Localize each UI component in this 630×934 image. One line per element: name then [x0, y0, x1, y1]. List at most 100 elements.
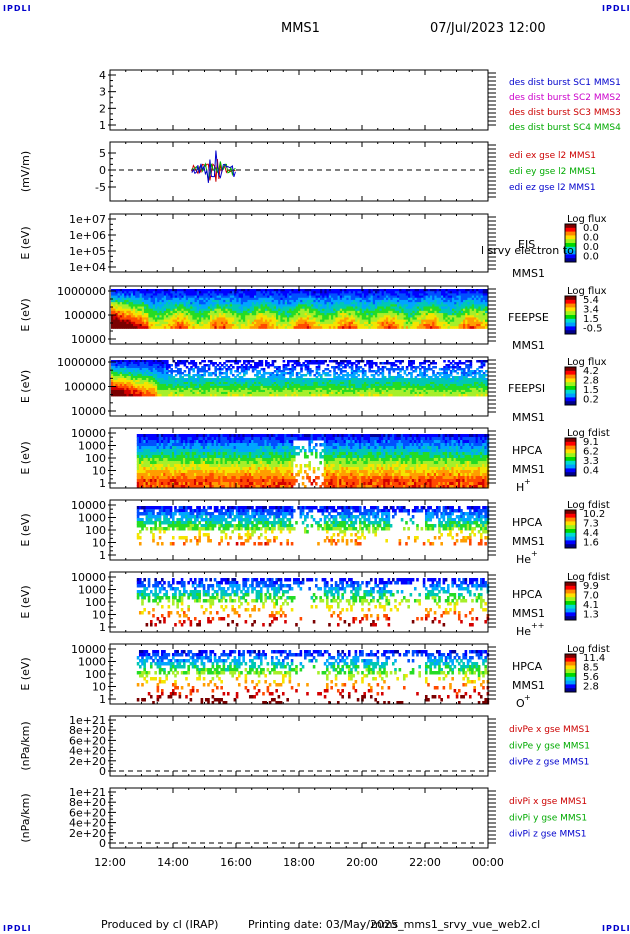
spectrogram-cell	[113, 393, 116, 397]
spectrogram-cell	[234, 381, 237, 385]
spectrogram-cell	[190, 391, 193, 395]
spectrogram-cell	[144, 387, 147, 391]
spectrogram-cell	[295, 375, 299, 379]
spectrogram-cell	[326, 297, 330, 301]
spectrogram-cell	[434, 317, 437, 321]
spectrogram-cell	[379, 321, 382, 325]
spectrogram-cell	[260, 381, 264, 385]
spectrogram-cell	[276, 373, 279, 377]
spectrogram-cell	[249, 313, 253, 316]
spectrogram-cell	[115, 391, 118, 395]
spectrogram-cell	[201, 293, 204, 297]
spectrogram-cell	[212, 363, 215, 367]
spectrogram-cell	[449, 308, 453, 312]
spectrogram-cell	[309, 371, 312, 375]
spectrogram-cell	[445, 295, 448, 299]
spectrogram-cell	[221, 297, 224, 301]
spectrogram-cell	[113, 295, 116, 299]
spectrogram-cell	[478, 297, 481, 301]
spectrogram-cell	[280, 389, 283, 393]
spectrogram-cell	[465, 299, 468, 303]
spectrogram-cell	[313, 387, 316, 391]
spectrogram-cell	[302, 383, 305, 387]
spectrogram-cell	[306, 302, 310, 305]
spectrogram-cell	[168, 293, 171, 297]
spectrogram-cell	[443, 293, 446, 297]
spectrogram-cell	[335, 297, 338, 301]
spectrogram-cell	[276, 299, 279, 303]
spectrogram-cell	[419, 310, 422, 314]
spectrogram-cell	[416, 323, 420, 327]
spectrogram-cell	[155, 297, 158, 301]
spectrogram-cell	[155, 326, 158, 329]
spectrogram-cell	[179, 293, 182, 297]
spectrogram-cell	[144, 365, 147, 369]
spectrogram-cell	[201, 360, 204, 363]
spectrogram-cell	[148, 304, 151, 307]
spectrogram-cell	[478, 299, 481, 303]
spectrogram-cell	[443, 295, 446, 299]
spectrogram-cell	[441, 306, 444, 310]
spectrogram-cell	[416, 291, 420, 294]
spectrogram-cell	[262, 306, 266, 310]
spectrogram-cell	[130, 293, 134, 297]
spectrogram-cell	[414, 297, 418, 301]
spectrogram-cell	[196, 385, 200, 389]
panel-frame	[109, 69, 489, 131]
spectrogram-cell	[287, 308, 290, 312]
spectrogram-cell	[443, 315, 446, 318]
spectrogram-cell	[379, 291, 382, 294]
spectrogram-cell	[320, 302, 323, 305]
spectrogram-cell	[111, 365, 114, 369]
spectrogram-cell	[289, 323, 292, 327]
spectrogram-cell	[190, 377, 193, 381]
spectrogram-cell	[223, 289, 226, 292]
spectrogram-cell	[410, 326, 413, 329]
spectrogram-cell	[256, 297, 259, 301]
spectrogram-cell	[111, 391, 114, 395]
spectrogram-cell	[243, 323, 246, 327]
spectrogram-cell	[232, 299, 235, 303]
spectrogram-cell	[313, 326, 316, 329]
spectrogram-cell	[342, 326, 345, 329]
spectrogram-cell	[306, 295, 310, 299]
spectrogram-cell	[137, 323, 140, 327]
spectrogram-cell	[201, 299, 204, 303]
spectrogram-cell	[144, 317, 147, 321]
spectrogram-cell	[212, 393, 215, 397]
spectrogram-cell	[174, 391, 178, 395]
spectrogram-cell	[412, 321, 415, 325]
spectrogram-cell	[155, 313, 158, 316]
spectrogram-cell	[119, 326, 123, 329]
spectrogram-cell	[258, 306, 261, 310]
spectrogram-cell	[243, 383, 246, 387]
spectrogram-cell	[315, 383, 319, 387]
spectrogram-cell	[126, 371, 129, 375]
spectrogram-cell	[240, 315, 244, 318]
spectrogram-cell	[177, 293, 180, 297]
spectrogram-cell	[476, 308, 479, 312]
spectrogram-cell	[168, 385, 171, 389]
spectrogram-cell	[126, 381, 129, 385]
spectrogram-cell	[282, 377, 286, 381]
spectrogram-cell	[436, 297, 440, 301]
spectrogram-cell	[379, 319, 382, 323]
spectrogram-cell	[331, 306, 334, 310]
spectrogram-cell	[221, 321, 224, 325]
spectrogram-cell	[293, 385, 297, 389]
spectrogram-cell	[388, 319, 391, 323]
spectrogram-cell	[287, 363, 290, 367]
spectrogram-cell	[166, 360, 169, 363]
spectrogram-cell	[166, 375, 169, 379]
spectrogram-cell	[269, 321, 272, 325]
spectrogram-cell	[240, 393, 244, 397]
spectrogram-cell	[302, 317, 305, 321]
spectrogram-cell	[122, 321, 125, 325]
color-scale-value: 0.0	[583, 233, 599, 244]
spectrogram-cell	[232, 393, 235, 397]
spectrogram-cell	[287, 393, 290, 397]
spectrogram-cell	[254, 319, 257, 323]
spectrogram-cell	[179, 295, 182, 299]
spectrogram-cell	[152, 293, 156, 297]
spectrogram-cell	[207, 385, 211, 389]
